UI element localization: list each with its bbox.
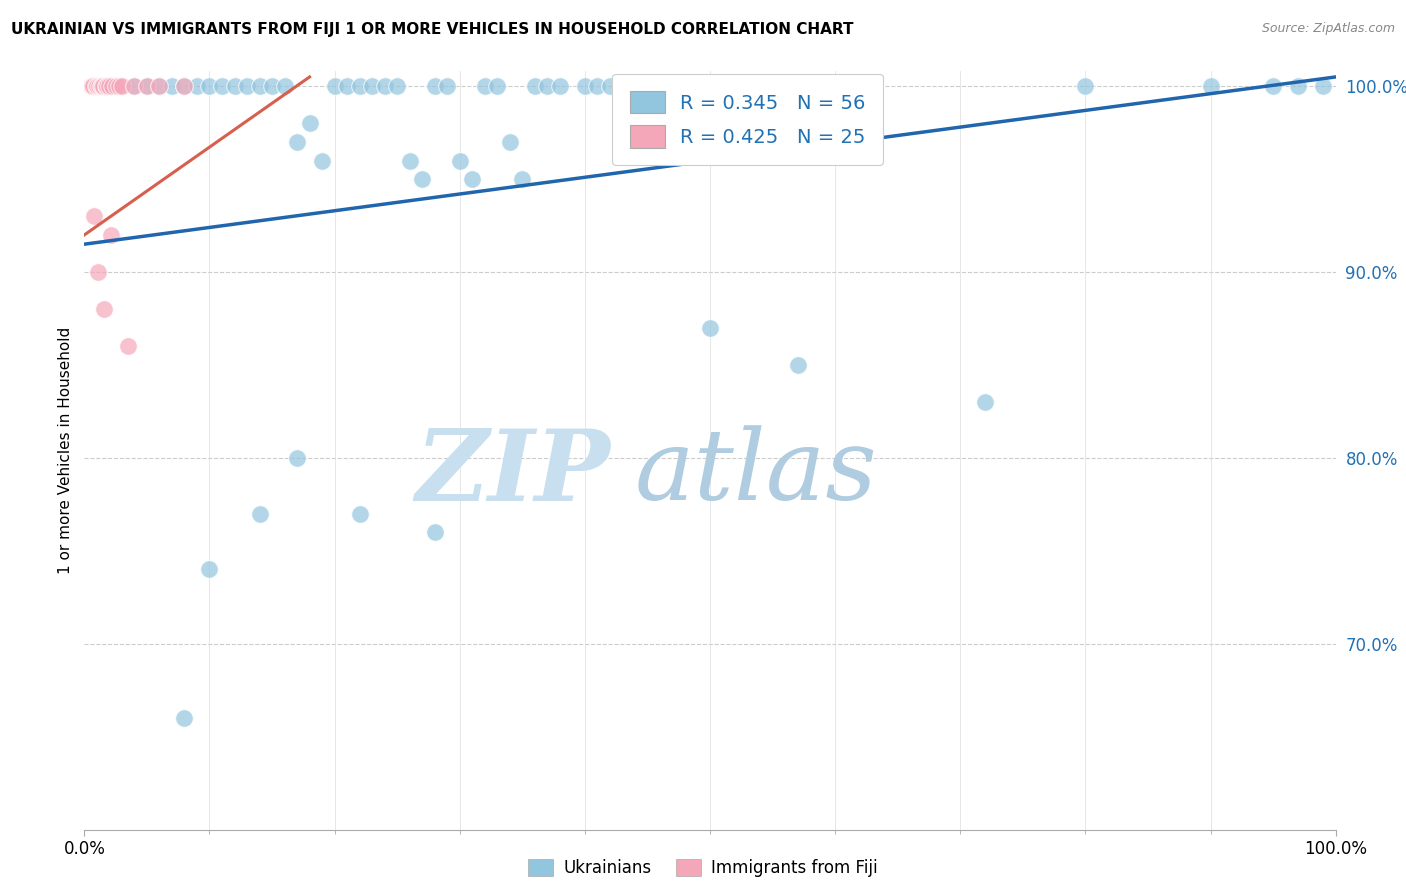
Legend: Ukrainians, Immigrants from Fiji: Ukrainians, Immigrants from Fiji — [522, 852, 884, 884]
Point — [423, 525, 446, 540]
Point — [249, 507, 271, 521]
Point — [249, 79, 271, 94]
Point — [586, 79, 609, 94]
Point — [84, 79, 107, 94]
Point — [349, 79, 371, 94]
Point — [224, 79, 246, 94]
Point — [117, 339, 139, 353]
Point — [124, 79, 146, 94]
Point — [374, 79, 396, 94]
Point — [486, 79, 509, 94]
Point — [86, 79, 108, 94]
Point — [974, 395, 997, 409]
Point — [93, 302, 115, 317]
Point — [648, 79, 671, 94]
Point — [186, 79, 208, 94]
Point — [100, 227, 122, 242]
Point — [96, 79, 118, 94]
Point — [512, 172, 534, 186]
Point — [87, 265, 110, 279]
Point — [599, 79, 621, 94]
Point — [699, 320, 721, 334]
Point — [285, 135, 308, 149]
Point — [824, 79, 846, 94]
Point — [423, 79, 446, 94]
Point — [1312, 79, 1334, 94]
Point — [160, 79, 183, 94]
Point — [1286, 79, 1309, 94]
Point — [198, 79, 221, 94]
Point — [1263, 79, 1285, 94]
Point — [461, 172, 484, 186]
Point — [108, 79, 131, 94]
Point — [136, 79, 159, 94]
Point — [79, 79, 101, 94]
Legend: R = 0.345   N = 56, R = 0.425   N = 25: R = 0.345 N = 56, R = 0.425 N = 25 — [612, 73, 883, 165]
Point — [236, 79, 259, 94]
Point — [90, 79, 112, 94]
Point — [173, 711, 195, 725]
Point — [436, 79, 458, 94]
Point — [173, 79, 195, 94]
Point — [80, 79, 103, 94]
Point — [474, 79, 496, 94]
Point — [98, 79, 121, 94]
Point — [111, 79, 134, 94]
Point — [349, 507, 371, 521]
Point — [148, 79, 170, 94]
Point — [173, 79, 195, 94]
Point — [198, 562, 221, 576]
Point — [298, 116, 321, 130]
Point — [361, 79, 384, 94]
Point — [449, 153, 471, 168]
Point — [94, 79, 117, 94]
Point — [786, 358, 808, 372]
Point — [1199, 79, 1222, 94]
Text: Source: ZipAtlas.com: Source: ZipAtlas.com — [1261, 22, 1395, 36]
Point — [411, 172, 433, 186]
Point — [499, 135, 522, 149]
Point — [262, 79, 284, 94]
Point — [273, 79, 295, 94]
Point — [91, 79, 114, 94]
Point — [385, 79, 409, 94]
Text: UKRAINIAN VS IMMIGRANTS FROM FIJI 1 OR MORE VEHICLES IN HOUSEHOLD CORRELATION CH: UKRAINIAN VS IMMIGRANTS FROM FIJI 1 OR M… — [11, 22, 853, 37]
Point — [83, 209, 105, 223]
Text: atlas: atlas — [636, 425, 877, 521]
Point — [724, 79, 747, 94]
Text: ZIP: ZIP — [415, 425, 610, 522]
Point — [90, 79, 112, 94]
Point — [311, 153, 333, 168]
Point — [211, 79, 233, 94]
Point — [323, 79, 346, 94]
Point — [104, 79, 127, 94]
Point — [101, 79, 124, 94]
Point — [336, 79, 359, 94]
Point — [89, 79, 111, 94]
Point — [1074, 79, 1097, 94]
Point — [536, 79, 558, 94]
Point — [148, 79, 170, 94]
Point — [136, 79, 159, 94]
Point — [574, 79, 596, 94]
Point — [548, 79, 571, 94]
Point — [523, 79, 546, 94]
Point — [285, 450, 308, 465]
Point — [124, 79, 146, 94]
Point — [82, 79, 104, 94]
Y-axis label: 1 or more Vehicles in Household: 1 or more Vehicles in Household — [58, 326, 73, 574]
Point — [398, 153, 420, 168]
Point — [637, 79, 659, 94]
